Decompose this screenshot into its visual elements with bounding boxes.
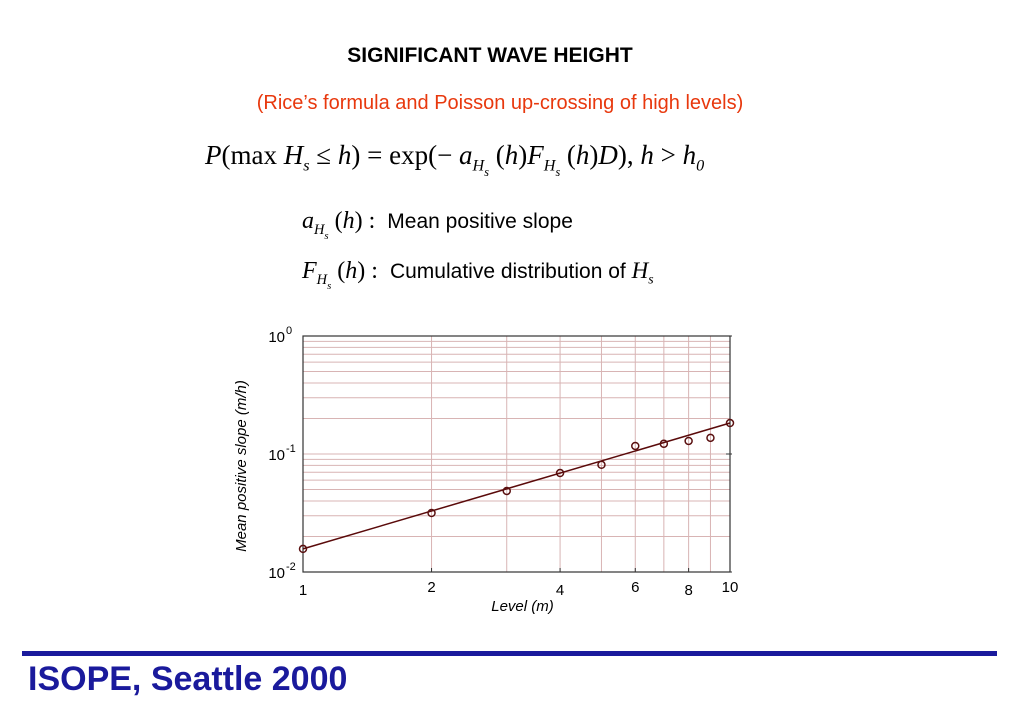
point xyxy=(298,544,308,554)
subtitle: (Rice’s formula and Poisson up-crossing … xyxy=(256,92,744,114)
symbol: aHs (h) : xyxy=(302,208,376,242)
math-segment: F xyxy=(302,258,317,284)
formula: P(max Hs ≤ h) = exp(− aHs (h)FHs (h)D), … xyxy=(205,140,704,180)
x-tick-label: 4 xyxy=(556,582,564,599)
math-segment: D xyxy=(598,140,618,170)
point xyxy=(684,436,693,446)
math-segment: ) = exp(− xyxy=(351,140,460,170)
math-segment: H xyxy=(472,156,485,175)
math-segment: h xyxy=(342,208,355,234)
symbol: FHs (h) : xyxy=(302,258,378,292)
description: Mean positive slope xyxy=(387,210,573,233)
y-tick-label: 10 xyxy=(268,329,285,346)
math-segment: ( xyxy=(488,140,505,170)
math-segment: h xyxy=(640,140,654,170)
math-segment: s xyxy=(324,229,329,242)
math-segment: h xyxy=(337,140,352,170)
math-segment: ) xyxy=(589,140,599,170)
point xyxy=(427,508,436,518)
math-segment: H xyxy=(283,140,304,170)
math-segment: ), xyxy=(617,140,641,170)
math-segment: ( xyxy=(331,258,346,284)
math-segment: H xyxy=(314,221,325,238)
x-axis-label: Level (m) xyxy=(491,598,554,615)
math-segment: s xyxy=(327,279,332,292)
math-segment: 0 xyxy=(696,156,705,175)
y-tick-exponent: -2 xyxy=(286,561,296,573)
y-tick-exponent: 0 xyxy=(286,325,292,337)
math-segment: ≤ xyxy=(309,140,338,170)
math-segment: > xyxy=(653,140,683,170)
point xyxy=(502,486,511,496)
point xyxy=(555,468,565,478)
definition: FHs (h) : Cumulative distribution of Hs xyxy=(302,258,654,292)
x-tick-label: 2 xyxy=(427,579,435,596)
description-symbol: Hs xyxy=(631,258,654,287)
x-tick-label: 1 xyxy=(299,582,307,599)
math-segment: h xyxy=(504,140,519,170)
math-segment: h xyxy=(345,258,358,284)
math-segment: h xyxy=(575,140,590,170)
math-segment: ) : xyxy=(357,258,378,284)
math-segment: ( xyxy=(328,208,343,234)
math-segment: H xyxy=(631,258,649,283)
footer: ISOPE, Seattle 2000 xyxy=(28,660,348,698)
point xyxy=(631,441,640,451)
math-segment: P xyxy=(205,140,222,170)
math-segment: s xyxy=(303,156,310,175)
math-segment: a xyxy=(459,140,473,170)
x-tick-label: 8 xyxy=(684,582,692,599)
description: Cumulative distribution of xyxy=(389,260,632,283)
math-segment: ( xyxy=(560,140,576,170)
point xyxy=(706,433,715,443)
math-segment: F xyxy=(527,140,544,170)
fit-line xyxy=(302,422,731,550)
y-axis-label: Mean positive slope (m/h) xyxy=(233,380,250,552)
y-tick-label: 10 xyxy=(268,447,285,464)
math-segment: s xyxy=(484,165,489,180)
math-segment: ) : xyxy=(354,208,376,234)
definition: aHs (h) : Mean positive slope xyxy=(302,208,573,242)
math-segment: h xyxy=(682,140,697,170)
math-segment: a xyxy=(302,208,314,234)
point xyxy=(597,460,606,470)
math-segment: (max xyxy=(221,140,284,170)
footer-rule xyxy=(22,651,997,656)
point xyxy=(725,418,735,428)
title: SIGNIFICANT WAVE HEIGHT xyxy=(347,44,633,67)
math-segment: ) xyxy=(518,140,528,170)
y-tick-label: 10 xyxy=(268,565,285,582)
math-segment: H xyxy=(316,271,328,288)
x-tick-label: 6 xyxy=(631,579,639,596)
math-segment: s xyxy=(648,271,654,287)
point xyxy=(659,439,669,449)
x-tick-label: 10 xyxy=(722,579,739,596)
math-segment: s xyxy=(555,165,561,180)
math-segment: H xyxy=(543,156,556,175)
y-tick-exponent: -1 xyxy=(286,443,296,455)
